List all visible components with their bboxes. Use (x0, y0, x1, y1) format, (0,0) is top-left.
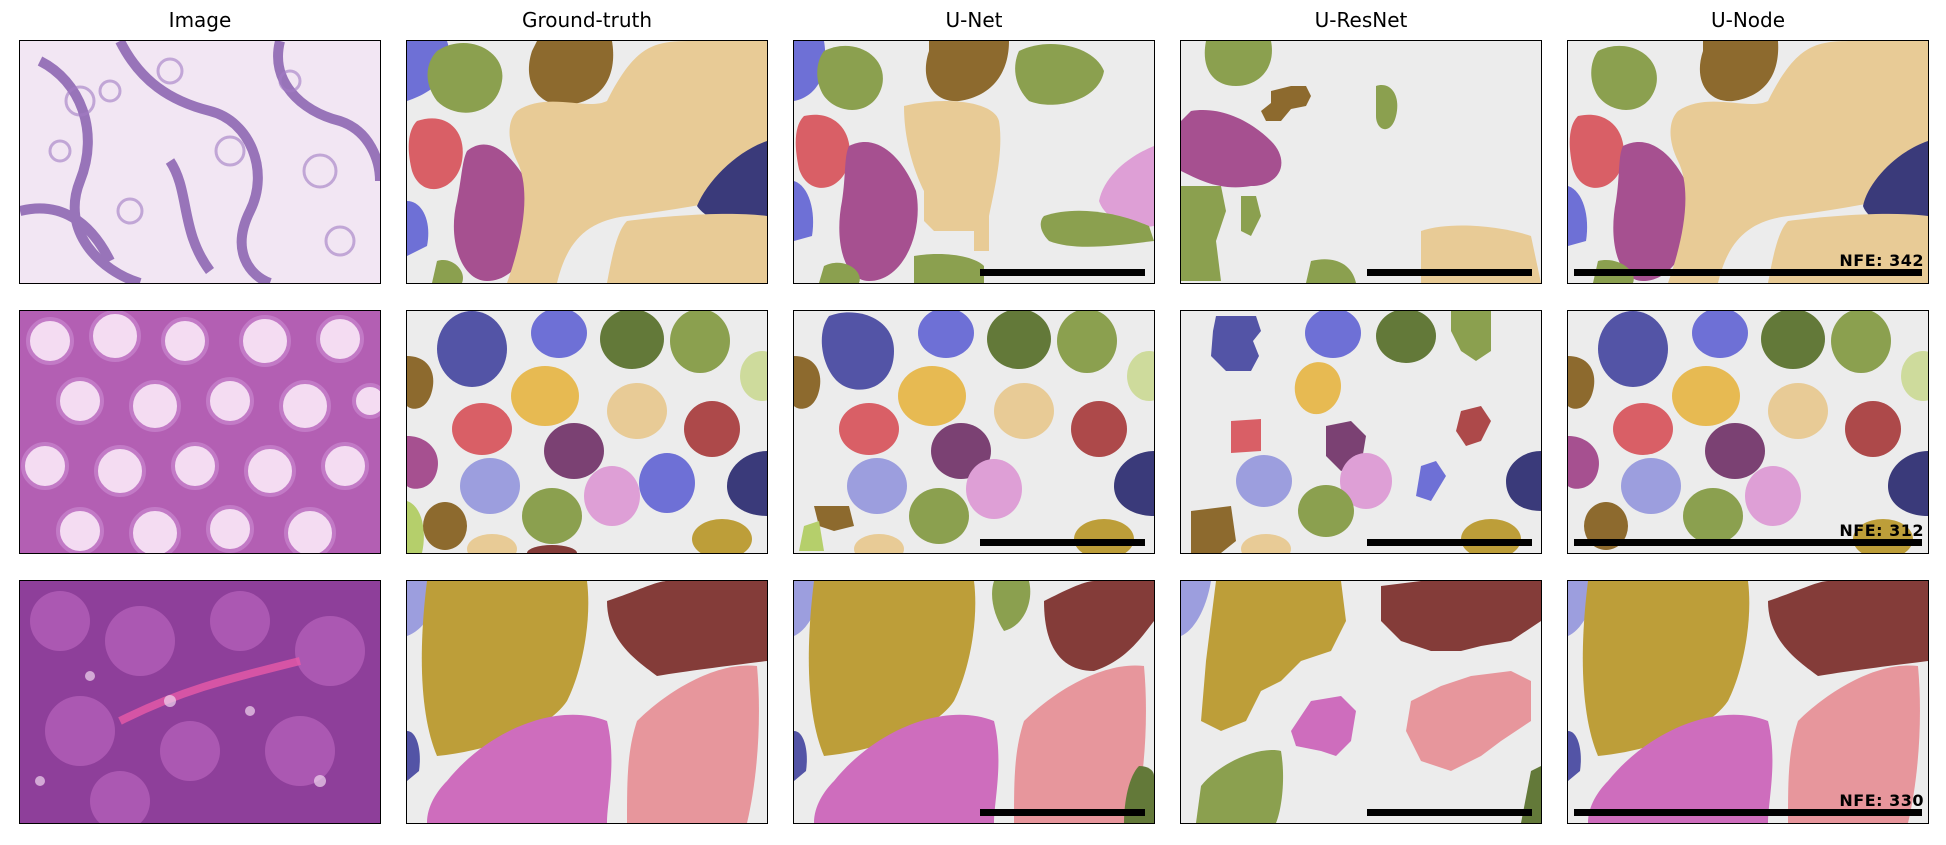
scale-bar (980, 809, 1145, 816)
column-title-image: Image (168, 8, 232, 32)
scale-bar (1574, 269, 1922, 276)
column-title-u-net: U-Net (945, 8, 1003, 32)
scale-bar (1367, 269, 1532, 276)
scale-bar (1367, 809, 1532, 816)
ground-truth-mask-row1 (406, 40, 768, 284)
u-net-mask-row1 (793, 40, 1155, 284)
u-net-mask-row2 (793, 310, 1155, 554)
column-title-u-node: U-Node (1710, 8, 1786, 32)
u-node-mask-row2: NFE: 312 (1567, 310, 1929, 554)
u-node-mask-row3: NFE: 330 (1567, 580, 1929, 824)
scale-bar (980, 539, 1145, 546)
scale-bar (980, 269, 1145, 276)
column-title-u-resnet: U-ResNet (1314, 8, 1408, 32)
histology-image-row3 (19, 580, 381, 824)
nfe-label: NFE: 342 (1839, 251, 1924, 270)
nfe-label: NFE: 330 (1839, 791, 1924, 810)
u-node-mask-row1: NFE: 342 (1567, 40, 1929, 284)
histology-image-row1 (19, 40, 381, 284)
nfe-label: NFE: 312 (1839, 521, 1924, 540)
u-net-mask-row3 (793, 580, 1155, 824)
scale-bar (1574, 539, 1922, 546)
u-resnet-mask-row3 (1180, 580, 1542, 824)
histology-image-row2 (19, 310, 381, 554)
scale-bar (1367, 539, 1532, 546)
u-resnet-mask-row1 (1180, 40, 1542, 284)
column-title-ground-truth: Ground-truth (521, 8, 653, 32)
ground-truth-mask-row3 (406, 580, 768, 824)
scale-bar (1574, 809, 1922, 816)
ground-truth-mask-row2 (406, 310, 768, 554)
u-resnet-mask-row2 (1180, 310, 1542, 554)
